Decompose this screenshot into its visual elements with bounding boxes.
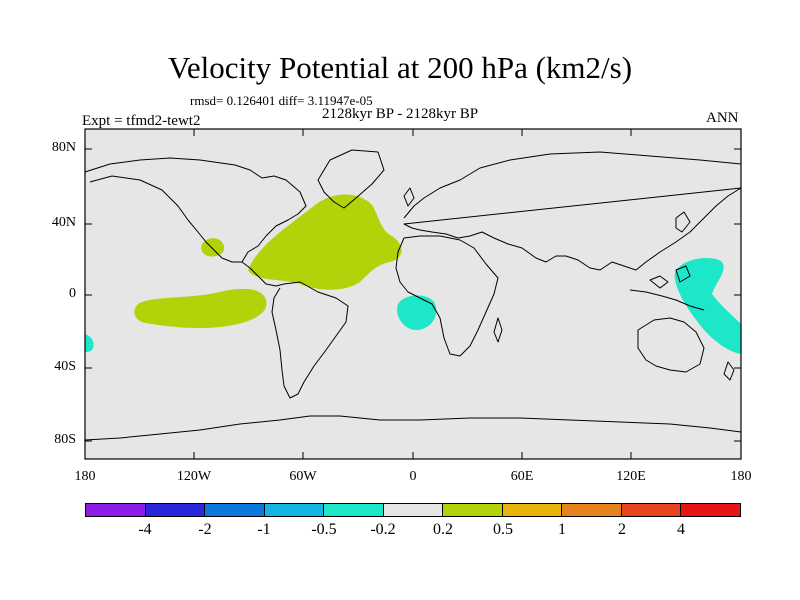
pacific-edge-negative-region: [85, 334, 94, 352]
antarctica-coastline: [84, 415, 742, 441]
africa-negative-region: [397, 295, 437, 331]
positive-anomaly-regions: [134, 194, 402, 329]
australia-coastline: [637, 317, 705, 373]
lat-tick-label: 80N: [51, 140, 76, 155]
map-title: Velocity Potential at 200 hPa (km2/s): [167, 50, 633, 85]
lat-tick-label: 0: [69, 286, 76, 301]
period-text: 2128kyr BP - 2128kyr BP: [322, 106, 479, 122]
south-america-coastline: [271, 281, 349, 399]
colorbar-label: 4: [677, 521, 685, 538]
stats-text: rmsd= 0.126401 diff= 3.11947e-05: [190, 93, 373, 108]
colorbar-swatch: [145, 504, 206, 516]
lon-tick-label: 180: [74, 469, 96, 484]
lon-tick-label: 60E: [510, 469, 534, 484]
colorbar-label: 1: [558, 521, 566, 538]
maritime-continent-coastline: [629, 265, 705, 311]
season-label: ANN: [706, 110, 739, 126]
colorbar-swatch: [502, 504, 563, 516]
colorbar-swatch: [562, 504, 622, 516]
central-america-coastline: [241, 261, 285, 287]
colorbar-label: 0.2: [433, 521, 453, 538]
colorbar-swatch: [264, 504, 325, 516]
colorbar-swatch: [324, 504, 384, 516]
colorbar-swatch: [681, 504, 741, 516]
lat-tick-label: 40N: [51, 215, 76, 230]
atlantic-positive-region: [248, 194, 402, 290]
lon-tick-label: 120E: [616, 469, 646, 484]
axis-ticks: [85, 129, 741, 459]
colorbar-label: -2: [198, 521, 212, 538]
experiment-label: Expt = tfmd2-tewt2: [82, 113, 201, 129]
west-pacific-negative-region: [674, 258, 741, 354]
new-zealand-coastline: [723, 361, 735, 381]
east-pacific-positive-region: [134, 288, 267, 329]
coastlines: [84, 149, 742, 441]
greenland-coastline: [317, 149, 385, 209]
lon-tick-label: 60W: [289, 469, 317, 484]
africa-coastline: [395, 235, 499, 357]
map-frame: [84, 128, 742, 460]
lat-tick-label: 40S: [54, 359, 76, 374]
lon-tick-label: 120W: [176, 469, 212, 484]
lon-tick-label: 180: [730, 469, 752, 484]
japan-coastline: [675, 211, 691, 233]
colorbar-label: -4: [138, 521, 152, 538]
colorbar-label: -1: [257, 521, 271, 538]
colorbar-label: -0.5: [311, 521, 337, 538]
lat-tick-label: 80S: [54, 432, 76, 447]
colorbar-label: 0.5: [493, 521, 513, 538]
colorbar-label: 2: [618, 521, 626, 538]
colorbar: [85, 503, 741, 517]
colorbar-swatch: [383, 504, 444, 516]
uk-coastline: [403, 187, 415, 207]
colorbar-swatch: [443, 504, 503, 516]
madagascar-coastline: [493, 317, 503, 343]
lon-tick-label: 0: [409, 469, 417, 484]
eurasia-coastline: [403, 151, 742, 271]
negative-anomaly-regions: [85, 258, 741, 354]
colorbar-swatch: [205, 504, 265, 516]
colorbar-swatch: [86, 504, 146, 516]
colorbar-swatch: [621, 504, 682, 516]
colorbar-label: -0.2: [370, 521, 396, 538]
north-america-coastline: [84, 157, 307, 263]
